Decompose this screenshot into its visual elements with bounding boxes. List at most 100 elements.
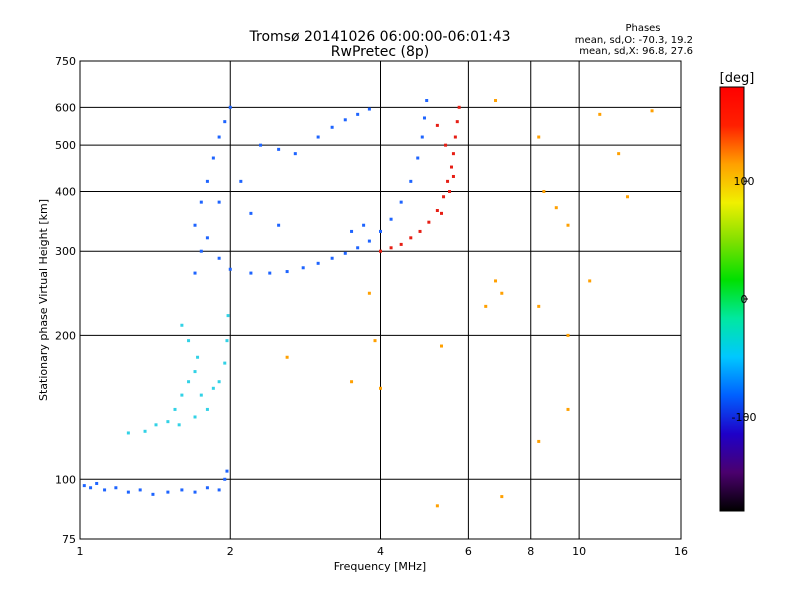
y-tick-label: 300 bbox=[55, 245, 76, 258]
data-point bbox=[566, 223, 570, 227]
data-point bbox=[356, 246, 360, 250]
data-point bbox=[143, 429, 147, 433]
data-point bbox=[249, 211, 253, 215]
data-point bbox=[500, 495, 504, 499]
data-point bbox=[228, 105, 232, 109]
axis-ticks: 1 2 4 6 8 10 16 75 100 200 300 400 500 600 750 bbox=[55, 55, 688, 558]
colorbar-tick-label: 100 bbox=[734, 175, 755, 188]
data-point bbox=[500, 291, 504, 295]
data-point bbox=[625, 195, 629, 199]
data-point bbox=[367, 291, 371, 295]
data-point bbox=[457, 105, 461, 109]
data-point bbox=[166, 420, 170, 424]
y-tick-label: 200 bbox=[55, 329, 76, 342]
legend-line-o: mean, sd,O: -70.3, 19.2 bbox=[575, 35, 693, 46]
data-point bbox=[446, 179, 450, 183]
data-point bbox=[379, 386, 382, 390]
data-point bbox=[422, 116, 426, 120]
data-point bbox=[362, 223, 366, 227]
data-point bbox=[409, 236, 413, 240]
colorbar-tick-label: 0 bbox=[741, 293, 748, 306]
data-point bbox=[418, 229, 422, 233]
data-point bbox=[356, 112, 360, 116]
y-tick-label: 100 bbox=[55, 473, 76, 486]
data-point bbox=[416, 156, 420, 160]
data-point bbox=[588, 279, 592, 283]
colorbar: 100 0 -100 bbox=[719, 86, 757, 512]
data-point bbox=[301, 266, 305, 270]
data-point bbox=[277, 147, 281, 151]
data-point bbox=[196, 355, 200, 359]
data-point bbox=[126, 431, 130, 435]
data-point bbox=[259, 143, 263, 147]
data-point bbox=[451, 152, 455, 156]
data-point bbox=[193, 271, 197, 275]
data-point bbox=[409, 179, 413, 183]
data-point bbox=[95, 481, 99, 485]
data-point bbox=[542, 189, 546, 193]
data-point bbox=[379, 229, 382, 233]
data-point bbox=[399, 200, 403, 204]
data-point bbox=[494, 279, 498, 283]
chart-subtitle: RwPretec (8p) bbox=[331, 44, 429, 60]
data-point bbox=[223, 361, 227, 365]
x-tick-label: 16 bbox=[674, 545, 688, 558]
data-point bbox=[211, 156, 215, 160]
data-point bbox=[180, 323, 184, 327]
data-point bbox=[440, 211, 444, 215]
data-point bbox=[367, 239, 371, 243]
data-point bbox=[177, 423, 181, 427]
x-axis-label: Frequency [MHz] bbox=[334, 560, 426, 573]
data-point bbox=[114, 486, 118, 490]
data-point bbox=[226, 314, 230, 318]
data-point bbox=[448, 189, 452, 193]
x-tick-label: 1 bbox=[77, 545, 84, 558]
data-point bbox=[268, 271, 272, 275]
data-point bbox=[367, 107, 371, 111]
data-point bbox=[187, 380, 191, 384]
data-point bbox=[199, 393, 203, 397]
data-points bbox=[82, 99, 654, 508]
data-point bbox=[193, 415, 197, 419]
data-point bbox=[154, 423, 158, 427]
y-tick-label: 75 bbox=[62, 533, 76, 546]
data-point bbox=[228, 267, 232, 271]
data-point bbox=[389, 246, 393, 250]
data-point bbox=[420, 135, 424, 139]
colorbar-tick-label: -100 bbox=[732, 411, 757, 424]
data-point bbox=[373, 339, 377, 343]
data-point bbox=[537, 304, 541, 308]
data-point bbox=[173, 407, 177, 411]
data-point bbox=[343, 118, 347, 122]
data-point bbox=[293, 152, 297, 156]
data-point bbox=[330, 125, 334, 129]
y-tick-label: 500 bbox=[55, 139, 76, 152]
data-point bbox=[180, 393, 184, 397]
data-point bbox=[442, 195, 446, 199]
data-point bbox=[239, 179, 243, 183]
data-point bbox=[389, 217, 393, 221]
data-point bbox=[350, 229, 354, 233]
data-point bbox=[103, 488, 107, 492]
data-point bbox=[217, 380, 221, 384]
y-tick-label: 600 bbox=[55, 101, 76, 114]
data-point bbox=[249, 271, 253, 275]
data-point bbox=[187, 339, 191, 343]
data-point bbox=[617, 152, 621, 156]
legend-line-x: mean, sd,X: 96.8, 27.6 bbox=[579, 46, 693, 57]
data-point bbox=[223, 120, 227, 124]
data-point bbox=[199, 200, 203, 204]
data-point bbox=[440, 344, 444, 348]
data-point bbox=[399, 242, 403, 246]
data-point bbox=[225, 469, 229, 473]
data-point bbox=[316, 261, 320, 265]
data-point bbox=[193, 223, 197, 227]
data-point bbox=[217, 200, 221, 204]
y-tick-label: 400 bbox=[55, 185, 76, 198]
chart-title: Tromsø 20141026 06:00:00-06:01:43 bbox=[249, 29, 511, 45]
x-tick-label: 10 bbox=[572, 545, 586, 558]
data-point bbox=[205, 486, 209, 490]
data-point bbox=[453, 135, 457, 139]
data-point bbox=[138, 488, 142, 492]
